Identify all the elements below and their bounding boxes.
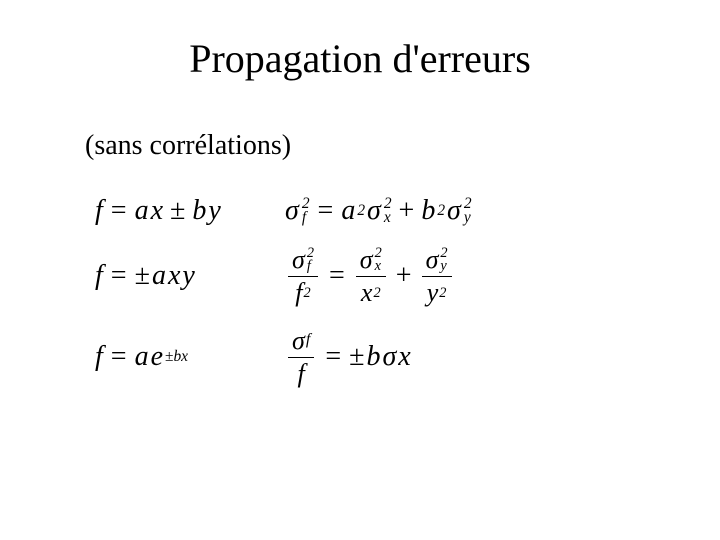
var-a: a <box>135 195 149 227</box>
var-a: a <box>341 195 355 227</box>
var-a: a <box>135 341 149 373</box>
sigma-x-sq: 2x <box>384 197 392 225</box>
equation-2-lhs: f = ± axy <box>95 260 285 292</box>
frac-sigmax-x: σ2x x2 <box>356 245 386 308</box>
equation-row-2: f = ± axy σ2f f2 = σ2x x2 + σ2y y2 <box>95 245 635 308</box>
equation-row-3: f = ae±bx σf f = ± bσx <box>95 326 635 389</box>
var-f: f <box>95 341 103 373</box>
equals-sign: = <box>318 195 334 227</box>
plus-minus: ± <box>135 260 150 292</box>
plus-sign: + <box>399 195 415 227</box>
equation-1-rhs: σ2f = a2 σ2x + b2 σ2y <box>285 195 472 227</box>
equals-sign: = <box>111 341 127 373</box>
frac-sigmay-y: σ2y y2 <box>422 245 452 308</box>
var-b: b <box>366 341 380 373</box>
var-b: b <box>192 195 206 227</box>
equals-sign: = <box>325 341 341 373</box>
subtitle: (sans corrélations) <box>85 130 291 162</box>
sigma: σ <box>382 341 396 373</box>
sq: 2 <box>357 202 365 220</box>
equations-block: f = ax ± by σ2f = a2 σ2x + b2 σ2y f = ± … <box>95 195 635 407</box>
frac-sigmaf-f: σ2f f2 <box>288 245 318 308</box>
sigma: σ <box>285 195 299 227</box>
equation-2-rhs: σ2f f2 = σ2x x2 + σ2y y2 <box>285 245 455 308</box>
equals-sign: = <box>329 260 345 292</box>
equation-row-1: f = ax ± by σ2f = a2 σ2x + b2 σ2y <box>95 195 635 227</box>
plus-minus: ± <box>349 341 364 373</box>
equals-sign: = <box>111 260 127 292</box>
equation-3-lhs: f = ae±bx <box>95 341 285 373</box>
frac-sigmaf-f-lin: σf f <box>288 326 314 389</box>
equation-3-rhs: σf f = ± bσx <box>285 326 411 389</box>
sigma: σ <box>367 195 381 227</box>
sigma-y-sq: 2y <box>464 197 472 225</box>
var-f: f <box>95 260 103 292</box>
equation-1-lhs: f = ax ± by <box>95 195 285 227</box>
var-a: a <box>152 260 166 292</box>
sigma: σ <box>447 195 461 227</box>
page-title: Propagation d'erreurs <box>0 35 720 82</box>
plus-minus: ± <box>170 195 185 227</box>
var-y: y <box>208 195 220 227</box>
sq: 2 <box>437 202 445 220</box>
equals-sign: = <box>111 195 127 227</box>
exp-pm-bx: ±bx <box>165 348 188 366</box>
var-b: b <box>421 195 435 227</box>
var-y: y <box>182 260 194 292</box>
plus-sign: + <box>396 260 412 292</box>
var-f: f <box>95 195 103 227</box>
var-x: x <box>168 260 180 292</box>
var-x: x <box>151 195 163 227</box>
var-x: x <box>398 341 410 373</box>
var-e: e <box>151 341 163 373</box>
sigma-f-sq: 2f <box>302 197 310 225</box>
